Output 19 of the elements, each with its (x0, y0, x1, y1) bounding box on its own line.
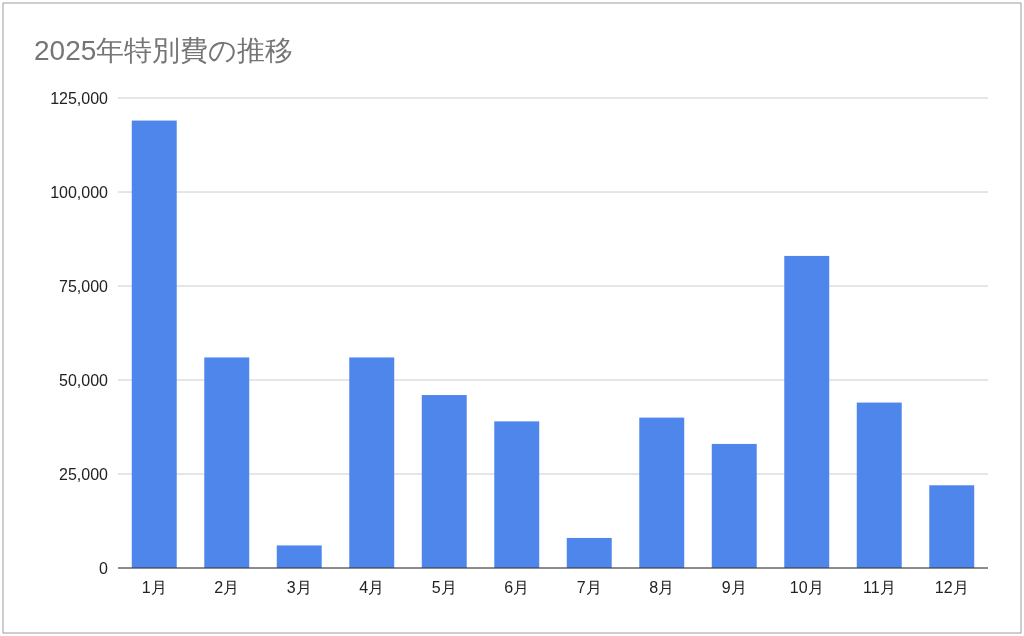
x-tick-label: 7月 (576, 579, 602, 596)
y-tick-label: 125,000 (50, 90, 109, 107)
x-tick-label: 5月 (431, 579, 457, 596)
y-tick-label: 0 (99, 560, 109, 577)
x-tick-label: 11月 (862, 579, 896, 596)
x-tick-label: 4月 (359, 579, 385, 596)
x-tick-label: 1月 (141, 579, 167, 596)
y-tick-label: 50,000 (59, 372, 109, 389)
x-tick-label: 6月 (504, 579, 530, 596)
y-tick-label: 75,000 (59, 278, 109, 295)
x-tick-label: 9月 (721, 579, 747, 596)
chart-title: 2025年特別費の推移 (34, 35, 294, 66)
x-tick-label: 8月 (649, 579, 675, 596)
y-tick-label: 25,000 (59, 466, 109, 483)
x-tick-label: 3月 (286, 579, 312, 596)
x-tick-label: 10月 (789, 579, 824, 596)
x-tick-label: 12月 (934, 579, 969, 596)
x-tick-label: 2月 (214, 579, 240, 596)
y-tick-label: 100,000 (50, 184, 109, 201)
